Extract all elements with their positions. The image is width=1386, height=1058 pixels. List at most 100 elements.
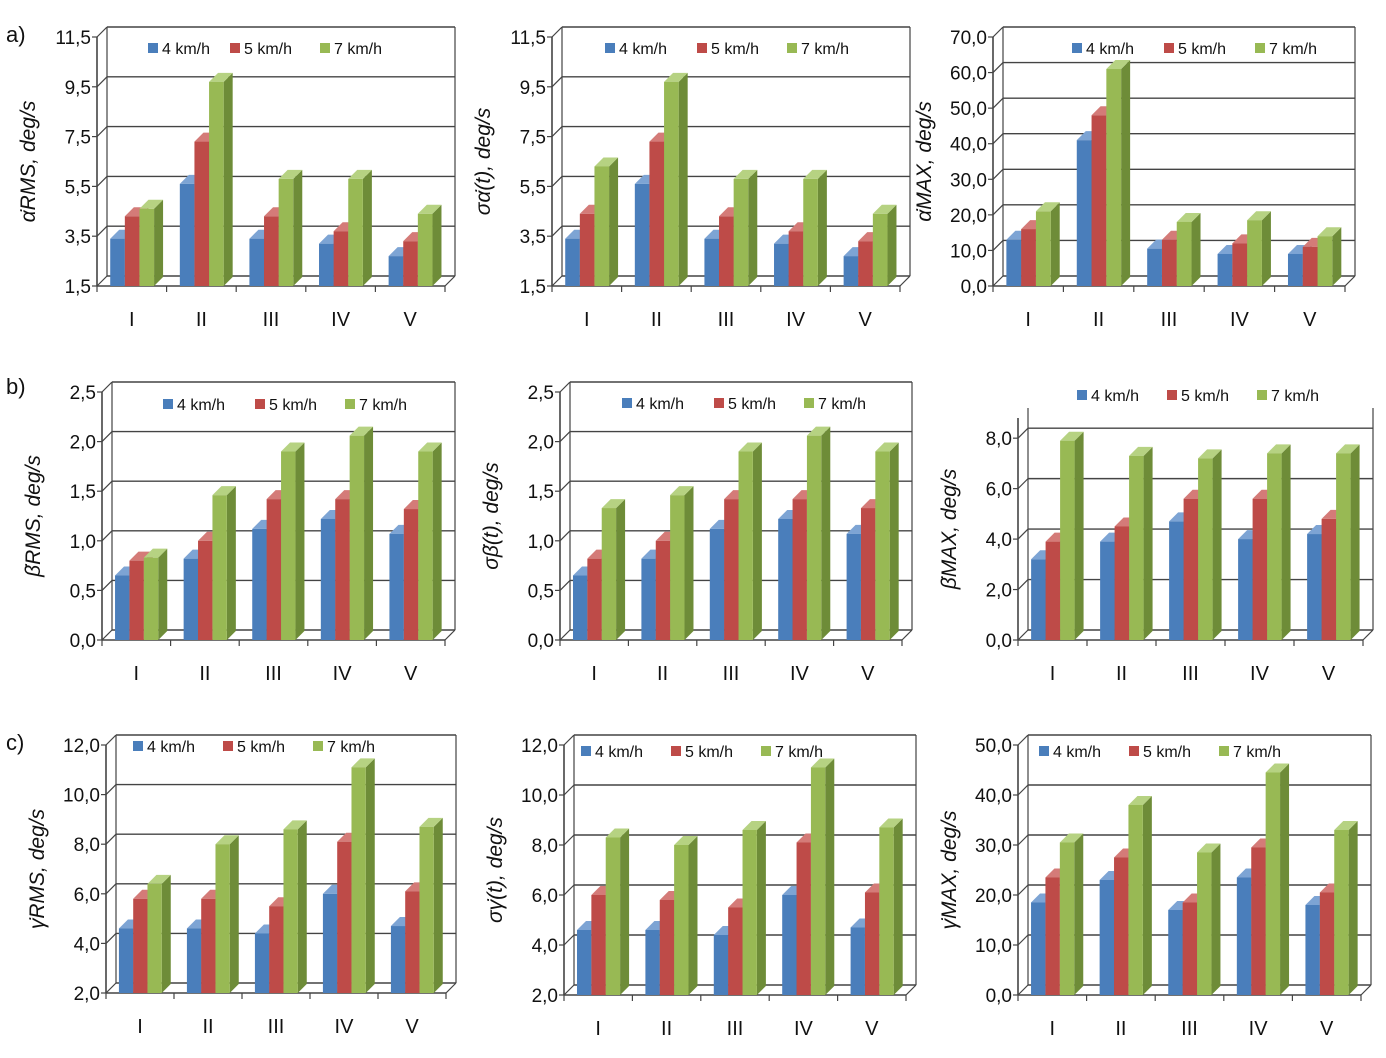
- bar-side: [1211, 843, 1221, 995]
- legend-label: 4 km/h: [1091, 388, 1139, 405]
- y-tick-label: 6,0: [74, 885, 100, 906]
- x-category-label: V: [1303, 309, 1317, 331]
- bar-top: [742, 821, 766, 830]
- y-tick-label: 70,0: [950, 28, 987, 49]
- bar-front: [129, 560, 144, 640]
- bar-top: [1265, 763, 1290, 773]
- bar-front: [782, 895, 797, 995]
- x-category-label: III: [265, 663, 282, 685]
- y-tick-label: 12,0: [63, 736, 100, 757]
- x-category-label: IV: [1249, 1018, 1269, 1040]
- bar-front: [674, 845, 689, 995]
- bar-side: [609, 157, 619, 286]
- bar-side: [362, 169, 372, 286]
- bar-front: [133, 898, 148, 993]
- bar-front: [212, 495, 227, 640]
- gridline-side: [563, 884, 575, 896]
- gridline-side: [992, 168, 1004, 180]
- bar-front: [605, 837, 621, 995]
- bar-front: [403, 241, 418, 286]
- bar: [879, 818, 903, 995]
- gridline-side: [1017, 934, 1029, 946]
- bar-front: [1091, 115, 1107, 286]
- y-tick-label: 20,0: [950, 206, 987, 227]
- x-category-label: II: [661, 1018, 672, 1040]
- legend-swatch: [1039, 746, 1049, 756]
- bar-front: [1267, 453, 1282, 640]
- bar-front: [803, 178, 818, 286]
- bar-front: [728, 907, 743, 995]
- bar-front: [659, 900, 675, 995]
- bar-front: [1169, 521, 1184, 640]
- bar-side: [1050, 202, 1060, 286]
- bar-top: [806, 426, 831, 436]
- y-axis-label: σα̇(t), deg/s: [472, 107, 495, 215]
- bar-front: [269, 906, 284, 993]
- y-tick-label: 0,0: [986, 631, 1012, 652]
- legend-swatch: [1257, 390, 1267, 400]
- bar-front: [850, 927, 865, 995]
- y-tick-label: 2,5: [70, 383, 96, 404]
- bar-front: [278, 178, 294, 286]
- gridline-side: [105, 734, 117, 746]
- bar-top: [1247, 211, 1271, 221]
- y-tick-label: 1,5: [70, 482, 96, 503]
- y-tick-label: 3,5: [520, 227, 546, 248]
- bar-top: [1267, 444, 1291, 454]
- bar-top: [129, 551, 153, 561]
- gridline-side: [992, 97, 1004, 109]
- bar-side: [1121, 60, 1131, 287]
- bar-front: [806, 435, 822, 640]
- legend-swatch: [1129, 746, 1139, 756]
- bar-front: [254, 933, 270, 993]
- y-tick-label: 10,0: [63, 786, 100, 807]
- y-tick-label: 7,5: [520, 128, 546, 149]
- bar-front: [390, 926, 406, 993]
- y-tick-label: 9,5: [520, 78, 546, 99]
- bar: [1060, 431, 1084, 640]
- bar-side: [678, 72, 688, 286]
- bar-side: [365, 758, 375, 993]
- y-tick-label: 8,0: [74, 835, 100, 856]
- x-category-label: IV: [1230, 309, 1250, 331]
- bar-front: [576, 930, 592, 995]
- bar-top: [605, 828, 630, 838]
- y-tick-label: 40,0: [950, 135, 987, 156]
- bar-top: [803, 169, 827, 179]
- bar-front: [1334, 830, 1349, 995]
- chart-panel-7: 2,04,06,08,010,012,0I II III IV V4 km/h 5 km/…: [26, 734, 457, 1038]
- legend-label: 5 km/h: [728, 396, 776, 413]
- gridline-side: [992, 62, 1004, 73]
- legend-label: 4 km/h: [147, 739, 195, 756]
- gridline-side: [1017, 984, 1029, 996]
- bar-side: [1074, 833, 1084, 995]
- bar-side: [364, 426, 374, 640]
- y-axis-label: γ̇MAX, deg/s: [938, 810, 961, 930]
- bar-side: [161, 874, 171, 993]
- bar-front: [587, 558, 602, 640]
- bar-front: [215, 844, 230, 993]
- bar-side: [825, 758, 835, 995]
- bar-front: [405, 891, 420, 993]
- bar: [349, 426, 374, 640]
- bar-front: [778, 518, 793, 640]
- bar-front: [1182, 902, 1198, 995]
- x-category-label: I: [584, 309, 590, 331]
- legend-swatch: [133, 741, 143, 751]
- legend-swatch: [605, 43, 615, 53]
- legend-swatch: [255, 399, 265, 409]
- bar-top: [1128, 796, 1152, 805]
- bar-front: [1076, 140, 1092, 286]
- x-category-label: III: [1181, 1018, 1198, 1040]
- bar-front: [1176, 221, 1192, 286]
- bar-top: [1059, 833, 1084, 843]
- bar: [147, 874, 171, 993]
- bar-front: [1031, 559, 1046, 640]
- x-category-label: III: [1182, 663, 1199, 685]
- chart-panel-6: 0,02,04,06,08,0I II III IV V4 km/h 5 km/h 7 km…: [938, 388, 1374, 685]
- bar-front: [333, 231, 349, 286]
- gridline-side: [563, 934, 575, 946]
- bar-front: [1031, 902, 1046, 995]
- bar-front: [645, 930, 660, 995]
- bar-side: [616, 499, 626, 640]
